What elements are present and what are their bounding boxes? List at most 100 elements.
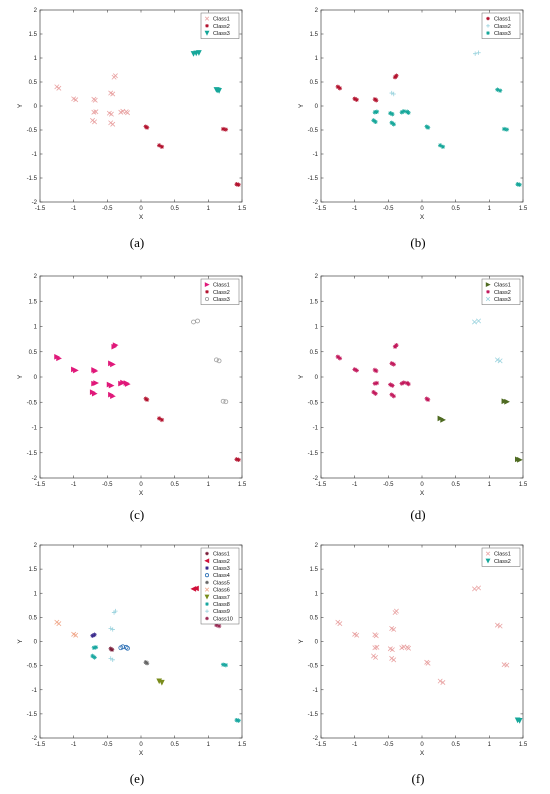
data-point: [220, 398, 226, 404]
x-tick-label: 1: [488, 206, 492, 212]
legend-marker: [485, 282, 491, 288]
legend-label: Class2: [213, 24, 230, 30]
data-point: [73, 97, 79, 103]
x-tick-label: -0.5: [102, 206, 113, 212]
panel-caption: (a): [130, 235, 144, 250]
x-tick-label: -0.5: [102, 482, 113, 488]
legend-label: Class2: [494, 290, 511, 296]
legend-label: Class2: [494, 24, 511, 30]
y-tick-label: 1: [34, 591, 38, 597]
legend-marker: [485, 551, 491, 556]
y-tick-label: 0.5: [310, 80, 319, 86]
data-point: [437, 678, 443, 684]
series-class1: [54, 342, 131, 400]
data-point: [234, 457, 239, 462]
x-tick-label: -1: [352, 206, 358, 212]
x-tick-label: 0: [139, 206, 143, 212]
data-point: [352, 367, 357, 372]
x-tick-label: 0: [139, 482, 143, 488]
legend-marker: [486, 16, 490, 21]
series-class2: [389, 50, 481, 97]
y-tick-label: -2: [313, 736, 319, 742]
data-point: [354, 632, 360, 638]
legend-label: Class4: [213, 573, 230, 579]
data-point: [373, 654, 379, 660]
data-point: [501, 398, 508, 405]
data-point: [391, 393, 396, 399]
series-class9: [108, 608, 118, 663]
legend: Class1Class2Class3Class4Class5Class6Clas…: [200, 547, 240, 625]
data-point: [391, 122, 396, 127]
data-point: [388, 382, 393, 387]
x-tick-label: 0.5: [170, 206, 179, 212]
x-axis-label: X: [139, 750, 144, 757]
series-class1: [335, 585, 510, 685]
data-point: [337, 621, 343, 627]
y-tick-label: -2: [32, 476, 38, 482]
panel-caption: (e): [130, 771, 144, 786]
y-tick-label: 1.5: [310, 32, 319, 38]
plot-area: [320, 275, 524, 479]
data-point: [110, 91, 116, 97]
legend-label: Class7: [213, 595, 230, 601]
legend-marker: [205, 566, 209, 570]
legend-label: Class1: [213, 17, 230, 23]
data-point: [425, 660, 431, 666]
data-point: [494, 622, 500, 628]
data-point: [92, 632, 97, 637]
data-point: [92, 97, 98, 103]
data-point: [374, 98, 379, 103]
data-point: [92, 655, 97, 660]
series-class3: [190, 50, 222, 94]
data-point: [391, 657, 397, 663]
y-tick-label: -1.5: [308, 451, 319, 457]
data-point: [144, 661, 150, 666]
y-tick-label: 1: [315, 56, 319, 62]
data-point: [399, 110, 404, 115]
data-point: [494, 357, 500, 363]
y-tick-label: 2: [34, 8, 38, 14]
legend-marker: [204, 282, 210, 288]
y-tick-label: 0: [34, 640, 38, 646]
x-tick-label: -0.5: [102, 742, 113, 748]
data-point: [515, 182, 520, 187]
data-point: [497, 88, 503, 93]
data-point: [373, 633, 379, 639]
data-point: [504, 127, 510, 132]
series-class8: [90, 645, 241, 723]
data-point: [112, 342, 119, 349]
data-point: [92, 119, 98, 125]
legend-label: Class3: [213, 297, 230, 303]
legend-label: Class2: [213, 559, 230, 565]
legend-marker: [205, 24, 209, 28]
data-point: [236, 718, 241, 723]
x-axis-label: X: [139, 490, 144, 497]
data-point: [193, 585, 199, 592]
y-tick-label: 1.5: [310, 299, 319, 305]
y-tick-label: -1.5: [27, 712, 38, 718]
panel-caption: (b): [410, 235, 425, 250]
y-tick-label: 0: [34, 375, 38, 381]
data-point: [401, 109, 407, 114]
data-point: [92, 368, 99, 374]
series-class1: [335, 73, 399, 103]
data-point: [214, 622, 219, 628]
data-point: [113, 608, 118, 614]
x-tick-label: 1.5: [238, 206, 247, 212]
data-point: [156, 143, 162, 148]
data-point: [144, 125, 150, 130]
x-tick-label: 0: [420, 482, 424, 488]
series-class2: [514, 717, 523, 724]
data-point: [236, 182, 241, 187]
y-tick-label: -1.5: [27, 176, 38, 182]
data-point: [495, 87, 500, 92]
x-axis-label: X: [420, 750, 425, 757]
data-point: [472, 319, 478, 325]
data-point: [110, 657, 115, 663]
data-point: [159, 417, 165, 423]
x-tick-label: -0.5: [383, 206, 394, 212]
data-point: [401, 380, 407, 385]
